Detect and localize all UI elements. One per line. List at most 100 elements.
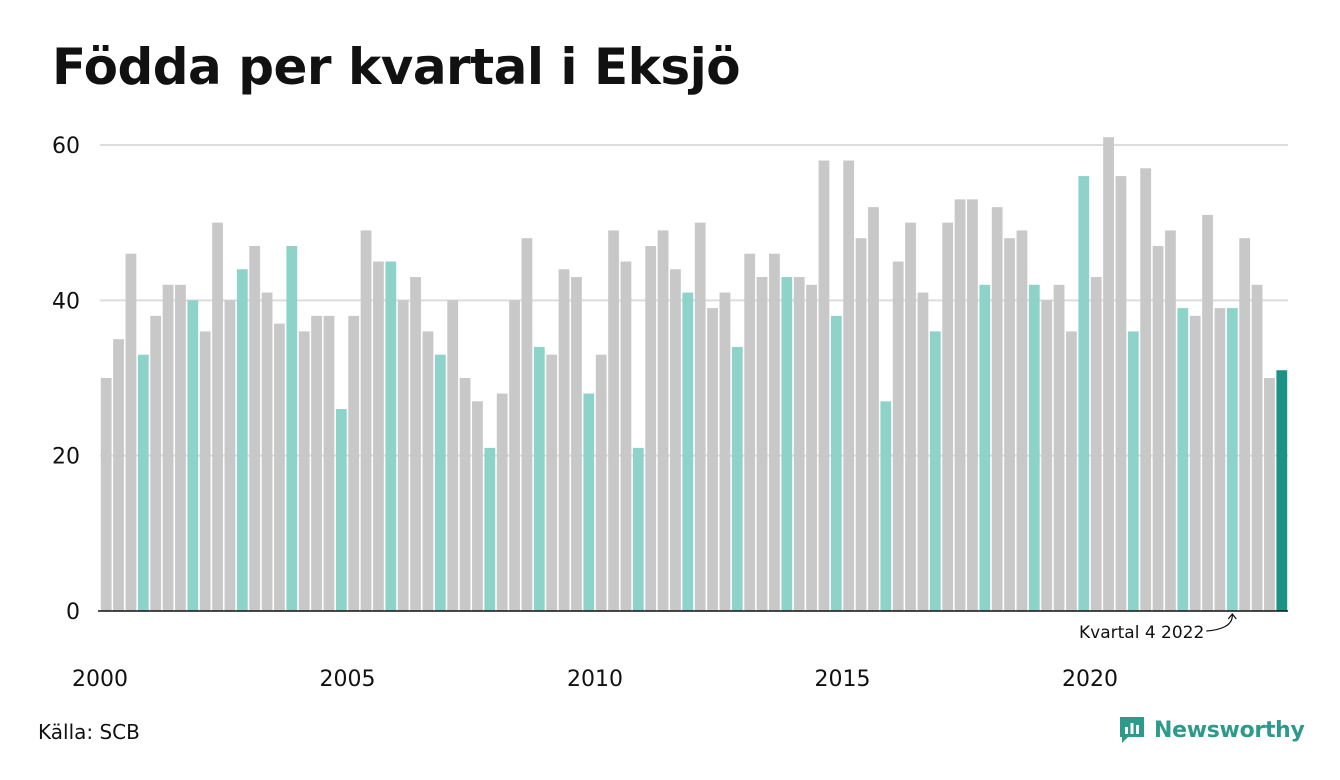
bar [1226, 308, 1238, 611]
bar-chart: 0 20 40 60 2000 2005 2010 2015 2020 Kvartal 4 2… [52, 134, 1288, 692]
bar [954, 199, 966, 611]
bar [1115, 176, 1127, 611]
bar [1140, 168, 1152, 612]
bar [1214, 308, 1226, 611]
bar [744, 253, 756, 612]
bar [521, 238, 533, 611]
bar [348, 315, 360, 611]
bar [583, 393, 595, 611]
bar [447, 300, 459, 611]
bars [100, 137, 1288, 612]
bar [298, 331, 310, 611]
bar [472, 401, 483, 611]
bar [199, 331, 211, 611]
bar [719, 292, 731, 611]
bar [756, 277, 768, 611]
y-axis-ticks: 0 20 40 60 [52, 134, 80, 625]
bar [769, 253, 780, 612]
bar [373, 261, 384, 611]
bar [162, 284, 174, 611]
bar [855, 238, 867, 611]
bar [657, 230, 669, 611]
bar [1239, 238, 1251, 611]
bar [410, 277, 421, 611]
bar [1177, 308, 1189, 611]
bar [1251, 284, 1263, 611]
bar [100, 378, 112, 611]
bar [335, 409, 347, 611]
bar [1152, 245, 1164, 611]
bar [917, 292, 929, 611]
y-tick-label: 0 [66, 600, 80, 625]
bar [311, 315, 322, 611]
bar [892, 261, 904, 611]
bar [1127, 331, 1139, 611]
bar [818, 160, 830, 611]
bar [286, 245, 298, 611]
bar [608, 230, 619, 611]
bar [942, 222, 954, 612]
bar [113, 339, 124, 611]
bar [236, 269, 248, 611]
y-tick-label: 20 [52, 445, 80, 470]
x-tick-label: 2000 [72, 667, 128, 692]
bar [620, 261, 632, 611]
x-axis-ticks: 2000 2005 2010 2015 2020 [72, 667, 1118, 692]
bar [979, 284, 991, 611]
bar [546, 354, 558, 611]
bar [843, 160, 855, 611]
bar [224, 300, 236, 611]
bar [212, 222, 223, 612]
brand-name: Newsworthy [1154, 717, 1305, 743]
y-tick-label: 40 [52, 289, 80, 314]
bar [1053, 284, 1065, 611]
bar [1103, 137, 1114, 612]
bar [632, 447, 644, 611]
bar [1165, 230, 1176, 611]
x-tick-label: 2015 [815, 667, 871, 692]
bar [1264, 378, 1275, 611]
y-tick-label: 60 [52, 134, 80, 159]
brand-logo: Newsworthy [1118, 712, 1305, 748]
bar [1066, 331, 1077, 611]
bar [868, 207, 879, 611]
bar [360, 230, 372, 611]
bar [830, 315, 842, 611]
bar [670, 269, 681, 611]
chart-title: Födda per kvartal i Eksjö [52, 38, 741, 96]
bar [707, 308, 718, 611]
bar [434, 354, 446, 611]
bar [645, 245, 657, 611]
bar [1189, 315, 1201, 611]
bar [905, 222, 916, 612]
bar [323, 315, 335, 611]
bar [509, 300, 520, 611]
newsworthy-logo-icon [1120, 717, 1144, 743]
bar [187, 300, 199, 611]
bar [175, 284, 186, 611]
bar [694, 222, 706, 612]
annotation-label: Kvartal 4 2022 [1079, 623, 1204, 643]
bar [249, 245, 261, 611]
bar [1004, 238, 1015, 611]
bar [459, 378, 471, 611]
bar [1202, 214, 1213, 611]
annotation-arrow-icon [1206, 613, 1237, 632]
bar [682, 292, 694, 611]
bar [125, 253, 137, 612]
bar [533, 346, 545, 611]
bar [1090, 277, 1102, 611]
bar [595, 354, 607, 611]
bar [1276, 370, 1288, 611]
bar [422, 331, 434, 611]
bar [806, 284, 817, 611]
bar [1028, 284, 1040, 611]
annotation: Kvartal 4 2022 [1079, 613, 1237, 643]
x-tick-label: 2010 [567, 667, 623, 692]
bar [1078, 176, 1090, 611]
bar [929, 331, 941, 611]
bar [261, 292, 273, 611]
bar [496, 393, 508, 611]
bar [484, 447, 496, 611]
x-tick-label: 2020 [1062, 667, 1118, 692]
